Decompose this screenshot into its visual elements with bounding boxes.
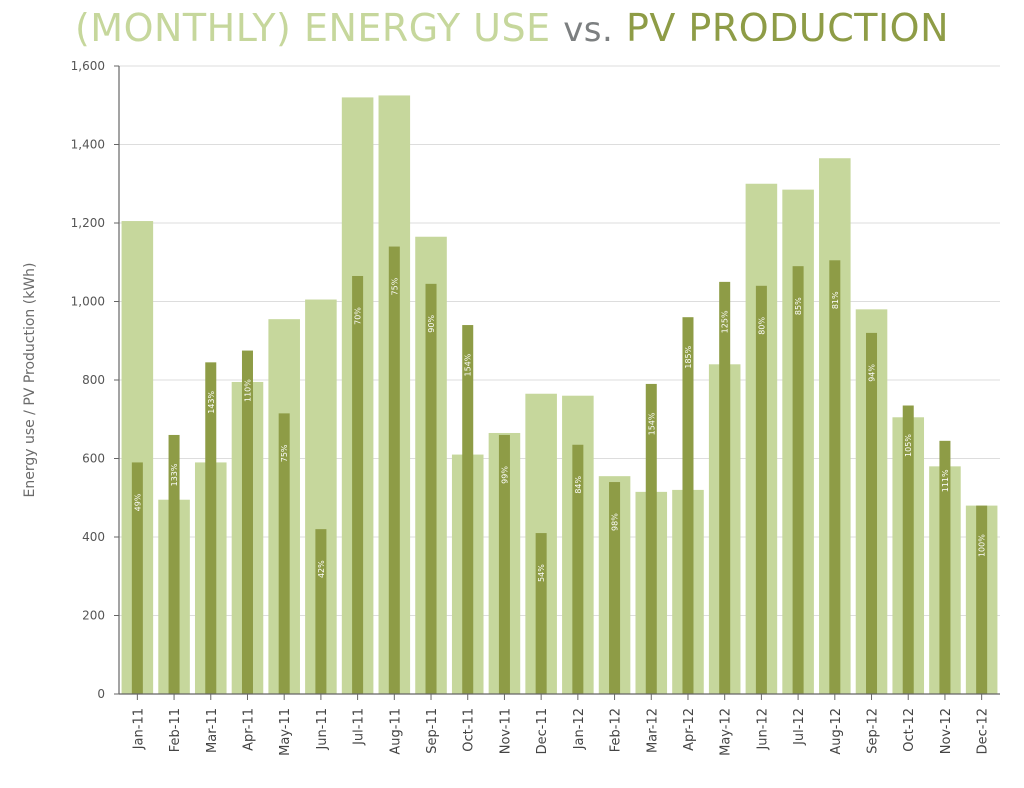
x-tick-labels: Jan-11 Feb-11 Mar-11 Apr-11 May-11 Jun-11 Jul-… xyxy=(131,694,991,756)
pv-production-bar xyxy=(241,350,253,694)
chart-title: (MONTHLY) ENERGY USE vs. PV PRODUCTION xyxy=(0,6,1024,50)
y-tick-label: 1,000 xyxy=(71,295,105,309)
pv-production-bar xyxy=(498,434,510,694)
percent-label: 143% xyxy=(207,391,216,414)
pv-production-bar xyxy=(866,332,878,694)
pv-production-bar xyxy=(645,383,657,694)
percent-label: 90% xyxy=(427,315,436,333)
y-tick-label: 800 xyxy=(82,373,105,387)
y-tick-label: 600 xyxy=(82,452,105,466)
percent-label: 111% xyxy=(941,469,950,492)
percent-label: 98% xyxy=(611,513,620,531)
y-tick-label: 1,200 xyxy=(71,216,105,230)
x-tick-label: Mar-11 xyxy=(205,708,220,753)
percent-label: 154% xyxy=(464,353,473,376)
y-tick-label: 0 xyxy=(97,687,105,701)
x-tick-label: Jul-12 xyxy=(792,708,807,746)
chart-title-energy-use: (MONTHLY) ENERGY USE xyxy=(74,6,551,50)
percent-label: 70% xyxy=(354,307,363,325)
x-tick-label: Mar-12 xyxy=(645,708,660,753)
y-tick-label: 1,600 xyxy=(71,59,105,73)
y-tick-label: 1,400 xyxy=(71,138,105,152)
gridlines xyxy=(119,65,1000,616)
percent-label: 100% xyxy=(978,534,987,557)
x-tick-label: Aug-11 xyxy=(388,708,403,755)
x-tick-label: Dec-11 xyxy=(535,708,550,754)
x-tick-label: May-11 xyxy=(278,708,293,756)
percent-label: 94% xyxy=(868,364,877,382)
percent-labels: 49% 133% 143% 110% 75% 42% 70% 75% 90% 154% 99% 54%… xyxy=(133,277,986,582)
x-tick-label: Feb-12 xyxy=(609,708,624,752)
x-tick-label: Dec-12 xyxy=(976,708,991,754)
percent-label: 80% xyxy=(757,317,766,335)
pv-production-bar xyxy=(829,260,841,694)
chart-title-pv-production: PV PRODUCTION xyxy=(625,6,950,50)
pv-production-bar xyxy=(682,317,694,694)
percent-label: 185% xyxy=(684,345,693,368)
pv-production-bar xyxy=(609,482,621,694)
pv-production-bar xyxy=(205,362,217,694)
chart-title-vs: vs. xyxy=(563,10,614,50)
pv-production-bars xyxy=(131,246,988,695)
pv-production-bar xyxy=(902,405,914,694)
percent-label: 105% xyxy=(904,434,913,457)
x-tick-label: Sep-12 xyxy=(866,708,881,754)
y-tick-label: 200 xyxy=(82,609,105,623)
x-tick-label: Nov-11 xyxy=(498,708,513,754)
pv-production-bar xyxy=(352,275,364,694)
y-tick-label: 400 xyxy=(82,530,105,544)
pv-production-bar xyxy=(278,413,290,694)
x-tick-label: Jan-12 xyxy=(572,708,587,750)
x-tick-label: Nov-12 xyxy=(939,708,954,754)
percent-label: 75% xyxy=(280,444,289,462)
pv-production-bar xyxy=(131,462,143,694)
percent-label: 49% xyxy=(133,493,142,511)
percent-label: 154% xyxy=(647,412,656,435)
pv-production-bar xyxy=(315,529,327,694)
pv-production-bar xyxy=(792,266,804,694)
percent-label: 133% xyxy=(170,463,179,486)
x-tick-label: Oct-12 xyxy=(902,708,917,752)
x-tick-label: Aug-12 xyxy=(829,708,844,755)
x-tick-label: Jan-11 xyxy=(131,708,146,750)
pv-production-bar xyxy=(462,325,474,694)
percent-label: 125% xyxy=(721,310,730,333)
x-tick-label: Oct-11 xyxy=(462,708,477,752)
percent-label: 75% xyxy=(390,277,399,295)
pv-production-bar xyxy=(388,246,400,695)
x-tick-label: Sep-11 xyxy=(425,708,440,754)
percent-label: 84% xyxy=(574,475,583,493)
percent-label: 99% xyxy=(500,466,509,484)
x-tick-label: Jun-12 xyxy=(755,708,770,751)
x-tick-label: May-12 xyxy=(719,708,734,756)
pv-production-bar xyxy=(719,281,731,694)
x-tick-label: Apr-11 xyxy=(241,708,256,751)
percent-label: 54% xyxy=(537,564,546,582)
x-tick-label: Feb-11 xyxy=(168,708,183,752)
x-tick-label: Apr-12 xyxy=(682,708,697,751)
pv-production-bar xyxy=(939,440,951,694)
percent-label: 85% xyxy=(794,297,803,315)
x-tick-label: Jun-11 xyxy=(315,708,330,751)
pv-production-bar xyxy=(755,285,767,694)
pv-production-bar xyxy=(535,533,547,694)
x-tick-label: Jul-11 xyxy=(352,708,367,746)
percent-label: 110% xyxy=(243,379,252,402)
percent-label: 81% xyxy=(831,291,840,309)
percent-label: 42% xyxy=(317,560,326,578)
y-tick-labels: 0 200 400 600 800 1,000 1,200 1,400 1,600 xyxy=(71,59,119,701)
pv-production-bar xyxy=(976,505,988,694)
pv-production-bar xyxy=(425,283,437,694)
pv-production-bar xyxy=(572,444,584,694)
pv-production-bar xyxy=(168,434,180,694)
